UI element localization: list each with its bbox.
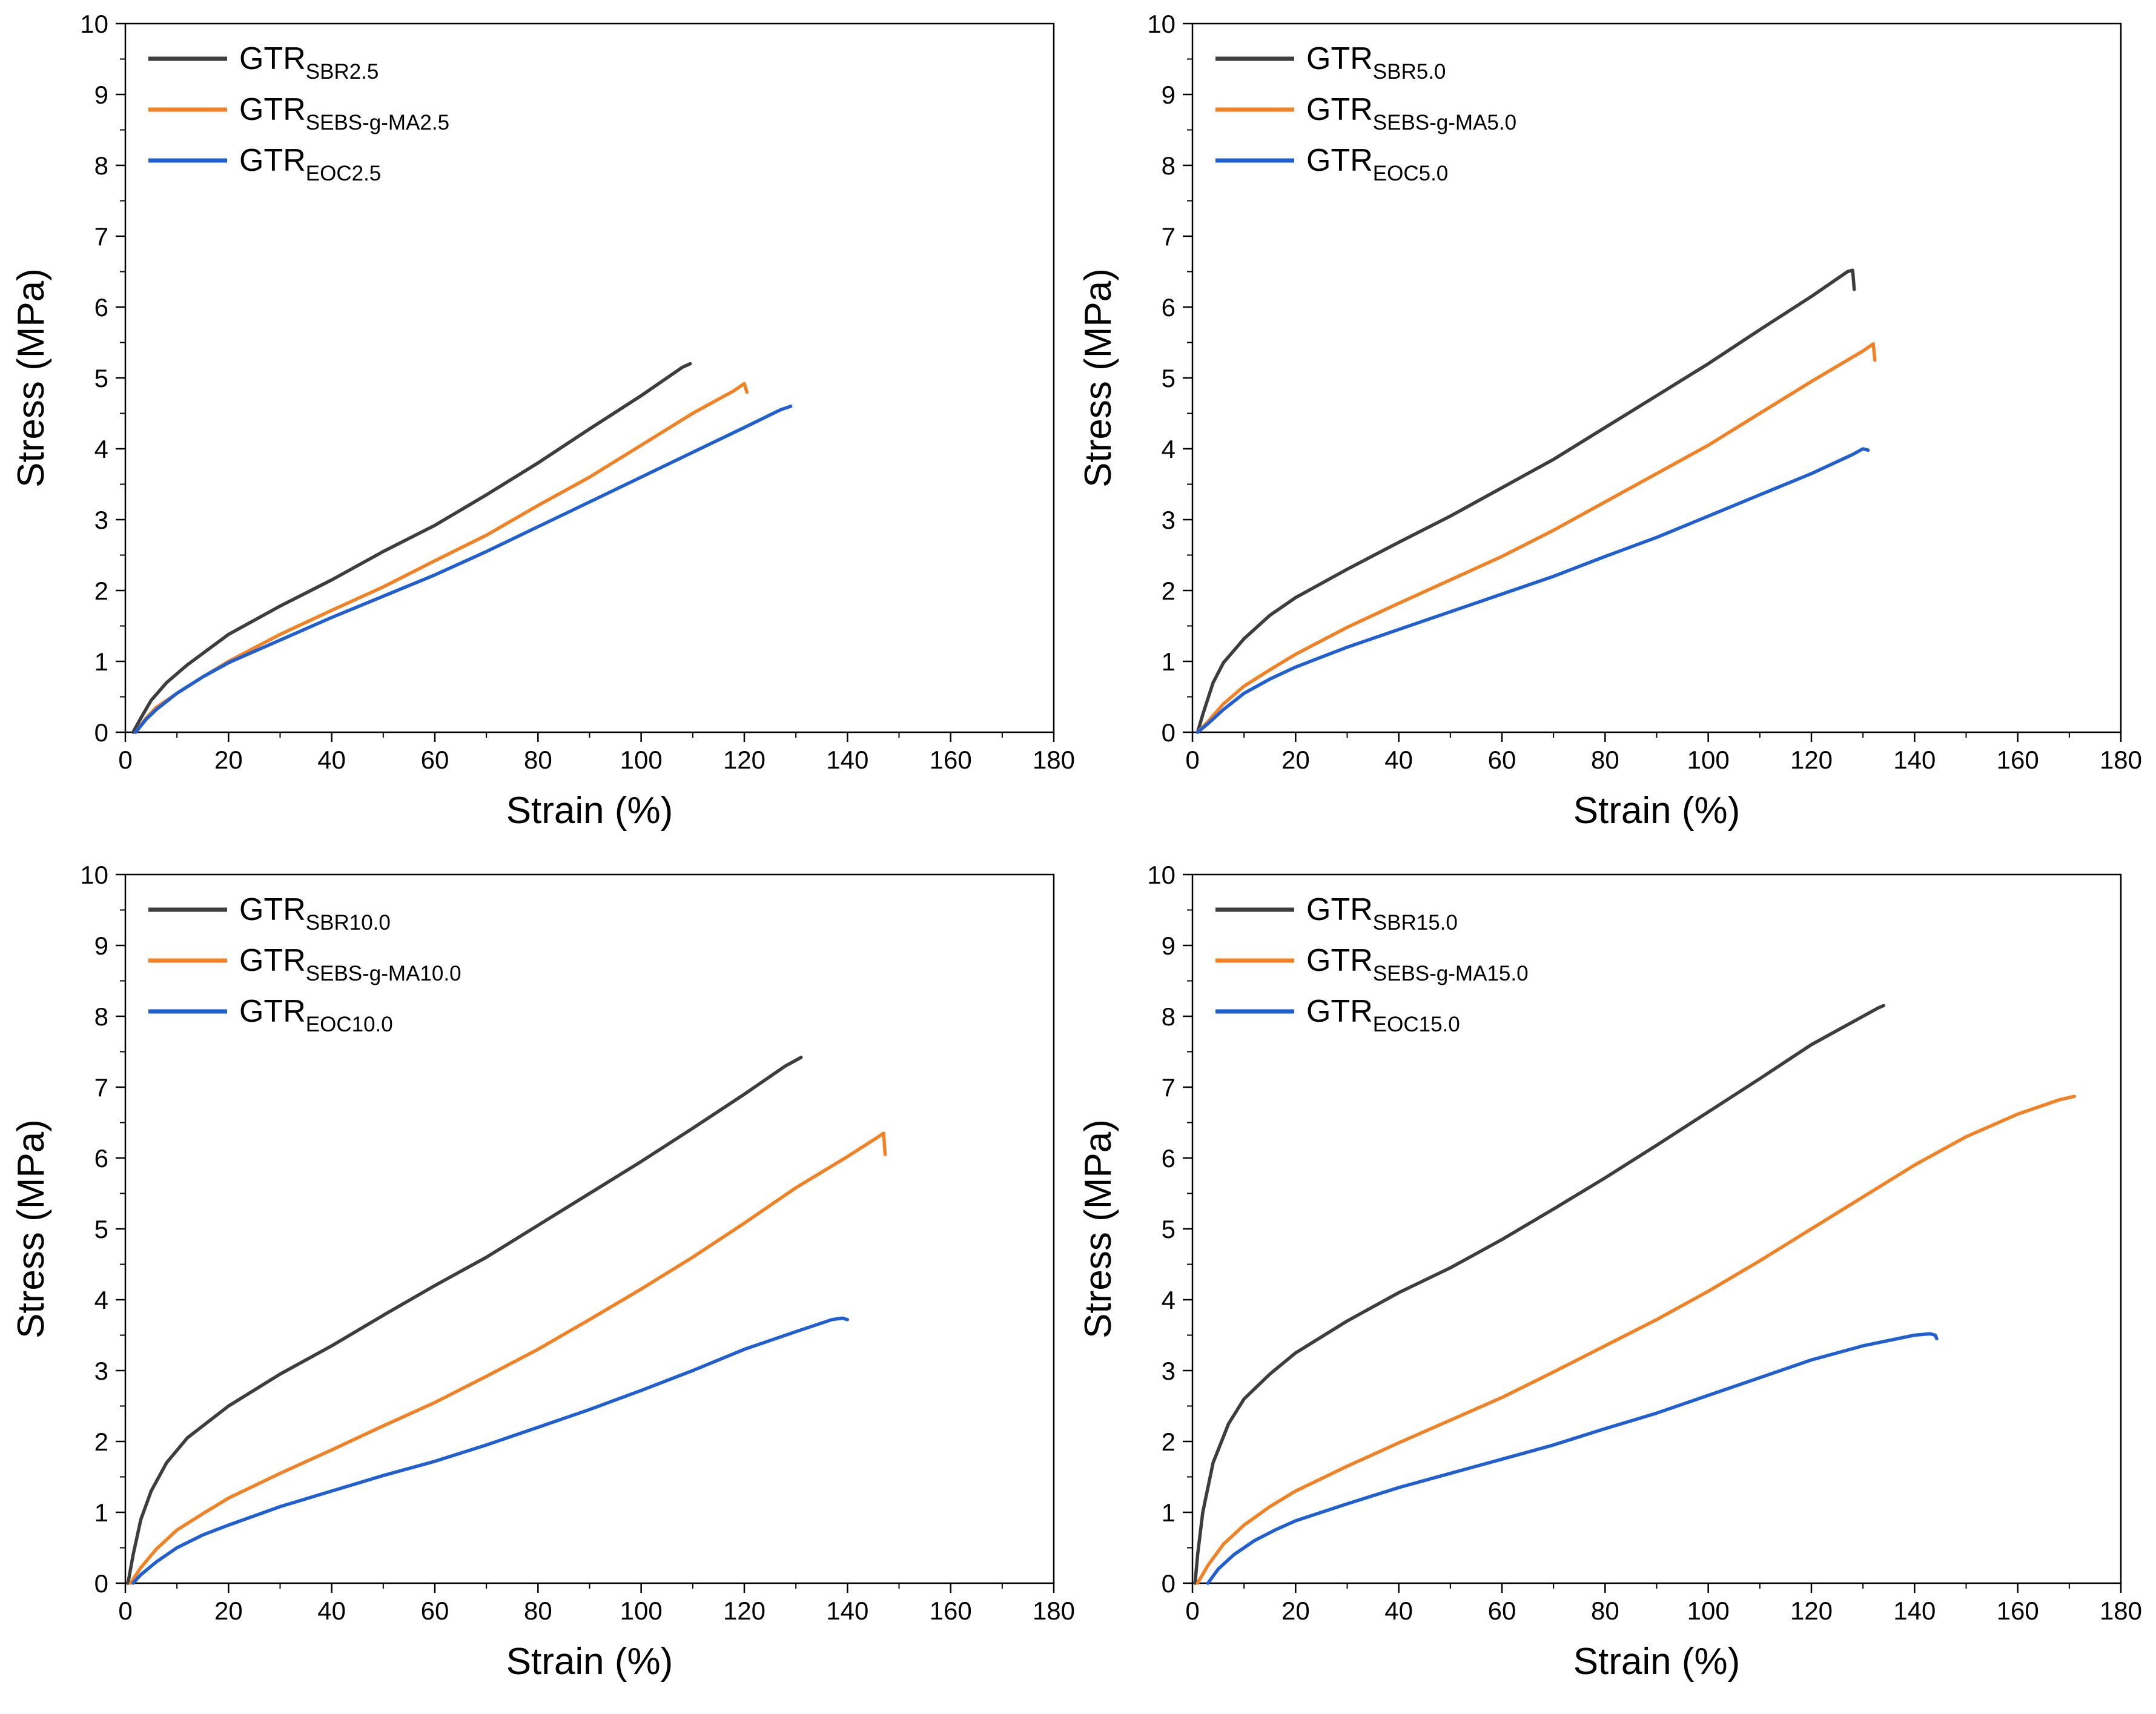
chart-bottom-left-ytick-label-10: 10	[80, 861, 108, 889]
chart-top-right-ytick-label-4: 4	[1162, 435, 1176, 463]
chart-top-right-ytick-label-5: 5	[1162, 364, 1176, 392]
chart-bottom-left-ytick-label-4: 4	[94, 1286, 108, 1314]
figure: 0 20 40 60 80 100 120 140 160 180012345678910Stra…	[0, 0, 2156, 1714]
chart-top-left-ytick-label-7: 7	[94, 222, 108, 251]
chart-bottom-right-xtick-label-6: 120	[1790, 1597, 1833, 1625]
chart-bottom-right-ytick-label-6: 6	[1162, 1144, 1176, 1173]
chart-top-left-ytick-label-3: 3	[94, 506, 108, 534]
chart-top-right-ytick-label-9: 9	[1162, 81, 1176, 109]
chart-top-left-ytick-label-4: 4	[94, 435, 108, 463]
chart-bottom-left-xtick-label-4: 80	[524, 1597, 552, 1625]
chart-top-right-ytick-label-1: 1	[1162, 647, 1176, 676]
chart-top-left-ytick-label-1: 1	[94, 647, 108, 676]
chart-bottom-left-ylabel: Stress (MPa)	[10, 1119, 52, 1338]
chart-top-right-ytick-label-6: 6	[1162, 293, 1176, 322]
chart-top-left-xtick-label-9: 180	[1033, 746, 1075, 774]
chart-bottom-left-xlabel: Strain (%)	[506, 1641, 673, 1683]
chart-top-right-xlabel: Strain (%)	[1573, 790, 1741, 832]
chart-top-left-xtick-label-3: 60	[421, 746, 449, 774]
chart-top-right-ytick-label-2: 2	[1162, 577, 1176, 605]
chart-bottom-left-xtick-label-5: 100	[620, 1597, 663, 1625]
chart-bottom-right-ytick-label-7: 7	[1162, 1073, 1176, 1102]
chart-bottom-right-ytick-label-3: 3	[1162, 1357, 1176, 1385]
chart-bottom-right-xlabel: Strain (%)	[1573, 1641, 1741, 1683]
chart-top-left-xtick-label-8: 160	[930, 746, 972, 774]
chart-top-left-ytick-label-6: 6	[94, 293, 108, 322]
chart-bottom-left-ytick-label-9: 9	[94, 931, 108, 960]
chart-top-right-xtick-label-2: 40	[1384, 746, 1413, 774]
chart-bottom-right-xtick-label-5: 100	[1687, 1597, 1730, 1625]
chart-bottom-right-ytick-label-10: 10	[1147, 861, 1176, 889]
chart-bottom-right-ytick-label-9: 9	[1162, 931, 1176, 960]
chart-bottom-left-xtick-label-1: 20	[214, 1597, 243, 1625]
chart-bottom-right-ytick-label-4: 4	[1162, 1286, 1176, 1314]
chart-top-left-ytick-label-10: 10	[80, 10, 108, 38]
chart-top-left-xtick-label-4: 80	[524, 746, 552, 774]
chart-top-left-xlabel: Strain (%)	[506, 790, 673, 832]
chart-bottom-right-ytick-label-0: 0	[1162, 1569, 1176, 1598]
chart-top-right-xtick-label-7: 140	[1893, 746, 1936, 774]
chart-top-left-ytick-label-9: 9	[94, 81, 108, 109]
chart-top-right-xtick-label-4: 80	[1591, 746, 1619, 774]
chart-top-right-xtick-label-0: 0	[1185, 746, 1199, 774]
chart-bottom-left-xtick-label-6: 120	[723, 1597, 766, 1625]
chart-bottom-right-xtick-label-2: 40	[1384, 1597, 1413, 1625]
chart-bottom-right-xtick-label-9: 180	[2100, 1597, 2142, 1625]
chart-bottom-right-ytick-label-2: 2	[1162, 1428, 1176, 1456]
chart-bottom-right-xtick-label-0: 0	[1185, 1597, 1199, 1625]
chart-top-right-xtick-label-8: 160	[1997, 746, 2039, 774]
chart-bottom-right-ytick-label-1: 1	[1162, 1498, 1176, 1527]
chart-bottom-left-ytick-label-8: 8	[94, 1002, 108, 1031]
chart-top-left-ytick-label-0: 0	[94, 718, 108, 747]
chart-bottom-right-xtick-label-8: 160	[1997, 1597, 2039, 1625]
chart-bottom-right-xtick-label-1: 20	[1281, 1597, 1310, 1625]
chart-bottom-right-ytick-label-8: 8	[1162, 1002, 1176, 1031]
chart-bottom-left-xtick-label-2: 40	[317, 1597, 346, 1625]
chart-top-right-xtick-label-1: 20	[1281, 746, 1310, 774]
chart-top-right-ytick-label-10: 10	[1147, 10, 1176, 38]
chart-top-left-xtick-label-0: 0	[118, 746, 132, 774]
chart-top-left-xtick-label-6: 120	[723, 746, 766, 774]
chart-bottom-left-xtick-label-9: 180	[1033, 1597, 1075, 1625]
chart-top-right-ylabel: Stress (MPa)	[1077, 268, 1119, 488]
chart-bottom-left-ytick-label-5: 5	[94, 1215, 108, 1243]
chart-bottom-right-xtick-label-3: 60	[1488, 1597, 1516, 1625]
chart-top-left-xtick-label-5: 100	[620, 746, 663, 774]
chart-top-left-xtick-label-7: 140	[826, 746, 868, 774]
chart-top-left-ytick-label-5: 5	[94, 364, 108, 392]
chart-bottom-left-xtick-label-3: 60	[421, 1597, 449, 1625]
chart-bottom-left-ytick-label-2: 2	[94, 1428, 108, 1456]
chart-top-right-xtick-label-5: 100	[1687, 746, 1730, 774]
chart-top-left-ytick-label-2: 2	[94, 577, 108, 605]
background	[0, 0, 2156, 1714]
chart-bottom-right-ylabel: Stress (MPa)	[1077, 1119, 1119, 1338]
chart-bottom-left-ytick-label-0: 0	[94, 1569, 108, 1598]
chart-top-right-ytick-label-3: 3	[1162, 506, 1176, 534]
chart-bottom-right-xtick-label-4: 80	[1591, 1597, 1619, 1625]
chart-top-left-xtick-label-1: 20	[214, 746, 243, 774]
chart-top-left-xtick-label-2: 40	[317, 746, 346, 774]
chart-top-left-ylabel: Stress (MPa)	[10, 268, 52, 488]
chart-bottom-left-ytick-label-3: 3	[94, 1357, 108, 1385]
chart-top-right-ytick-label-7: 7	[1162, 222, 1176, 251]
chart-bottom-left-ytick-label-6: 6	[94, 1144, 108, 1173]
chart-bottom-right-ytick-label-5: 5	[1162, 1215, 1176, 1243]
chart-bottom-right-xtick-label-7: 140	[1893, 1597, 1936, 1625]
chart-bottom-left-xtick-label-0: 0	[118, 1597, 132, 1625]
chart-top-right-xtick-label-6: 120	[1790, 746, 1833, 774]
chart-top-right-ytick-label-8: 8	[1162, 151, 1176, 180]
chart-top-right-xtick-label-3: 60	[1488, 746, 1516, 774]
chart-bottom-left-ytick-label-7: 7	[94, 1073, 108, 1102]
chart-bottom-left-xtick-label-8: 160	[930, 1597, 972, 1625]
chart-top-left-ytick-label-8: 8	[94, 151, 108, 180]
chart-bottom-left-xtick-label-7: 140	[826, 1597, 868, 1625]
chart-top-right-ytick-label-0: 0	[1162, 718, 1176, 747]
chart-top-right-xtick-label-9: 180	[2100, 746, 2142, 774]
chart-bottom-left-ytick-label-1: 1	[94, 1498, 108, 1527]
